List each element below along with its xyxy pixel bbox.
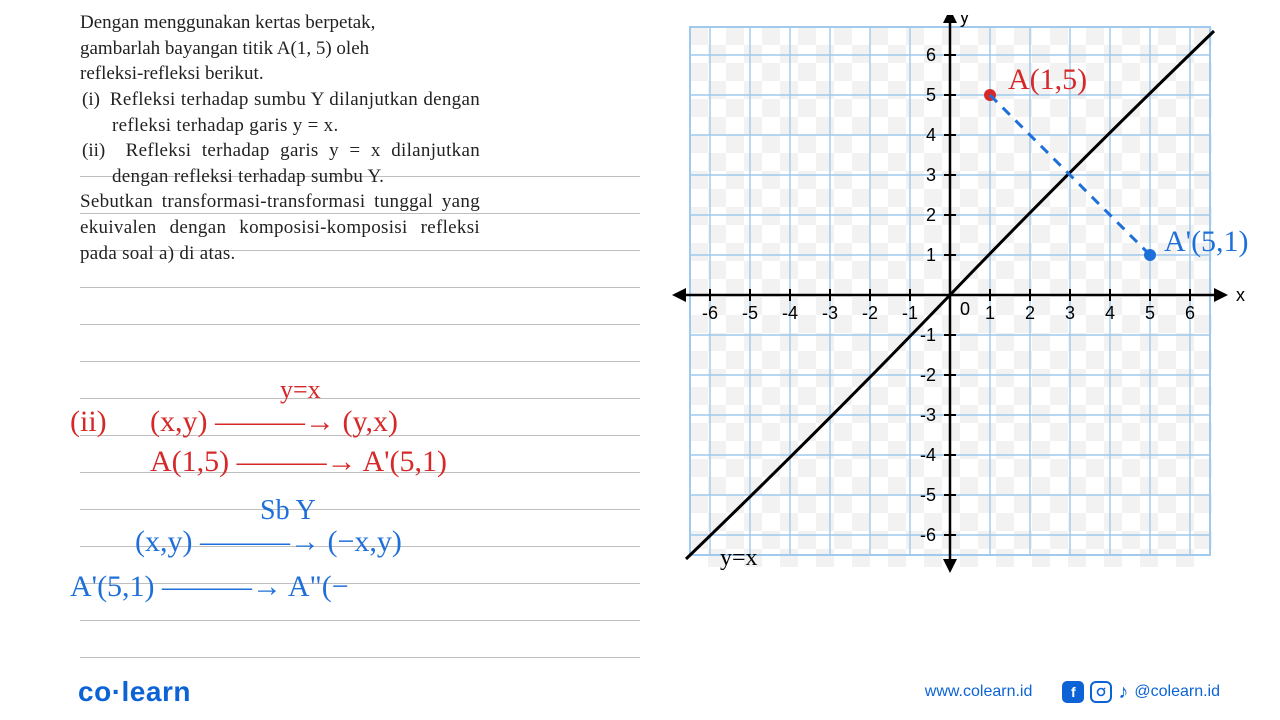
svg-text:-4: -4 (920, 445, 936, 465)
graph-wrap: -6 -6 -5 -5 -4 -4 -3 -3 -2 -2 -1-1 1 1 2 2 3 3 4 4 5 5 6 6 0 x y y… (670, 15, 1270, 600)
left-column: Dengan menggunakan kertas berpetak, gamb… (80, 10, 620, 660)
svg-text:-2: -2 (920, 365, 936, 385)
intro-line: refleksi-refleksi berikut. (80, 61, 480, 87)
right-column: -6-6-5-5-4-4-3-3-2-2-1-11122334455660xyy… (620, 10, 1240, 660)
svg-text:1: 1 (985, 303, 995, 323)
social-handle: @colearn.id (1134, 683, 1220, 701)
svg-text:3: 3 (1065, 303, 1075, 323)
logo-part-b: learn (122, 676, 191, 707)
page-root: Dengan menggunakan kertas berpetak, gamb… (0, 0, 1280, 720)
svg-text:-1: -1 (920, 325, 936, 345)
intro-line: Dengan menggunakan kertas berpetak, (80, 10, 480, 36)
problem-text: Dengan menggunakan kertas berpetak, gamb… (80, 10, 480, 266)
logo-part-a: co (78, 676, 112, 707)
svg-text:2: 2 (1025, 303, 1035, 323)
hw-rule1: (x,y) ———→ (y,x) (150, 405, 398, 439)
intro-line: gambarlah bayangan titik A(1, 5) oleh (80, 36, 480, 62)
svg-text:-6: -6 (702, 303, 718, 323)
item-text: Refleksi terhadap garis y = x dilanjutka… (112, 140, 480, 187)
item-num: (ii) (82, 140, 105, 161)
svg-text:3: 3 (926, 165, 936, 185)
hw-rule1-apply: A(1,5) ———→ A'(5,1) (150, 445, 447, 479)
hw-rule1-top: y=x (280, 375, 321, 405)
svg-text:-5: -5 (920, 485, 936, 505)
item-num: (i) (82, 89, 100, 110)
facebook-icon: f (1062, 681, 1084, 703)
svg-text:y: y (960, 15, 969, 27)
svg-text:4: 4 (1105, 303, 1115, 323)
footer-url: www.colearn.id (925, 683, 1033, 701)
svg-text:6: 6 (926, 45, 936, 65)
hw-rule2-apply: A'(5,1) ———→ A"(− (70, 570, 349, 604)
instagram-icon (1090, 681, 1112, 703)
svg-text:-5: -5 (742, 303, 758, 323)
svg-text:5: 5 (926, 85, 936, 105)
svg-text:2: 2 (926, 205, 936, 225)
brand-logo: co·learn (78, 676, 191, 708)
svg-text:A(1,5): A(1,5) (1008, 63, 1087, 96)
svg-text:y=x: y=x (720, 545, 758, 571)
svg-text:-3: -3 (920, 405, 936, 425)
item-i: (i) Refleksi terhadap sumbu Y dilanjutka… (80, 87, 480, 138)
hw-rule2-top: Sb Y (260, 495, 316, 527)
closing-text: Sebutkan transformasi-transformasi tungg… (80, 189, 480, 266)
svg-text:1: 1 (926, 245, 936, 265)
svg-text:-4: -4 (782, 303, 798, 323)
hw-step-label: (ii) (70, 405, 107, 439)
footer: co·learn www.colearn.id f ♪ @colearn.id (0, 676, 1280, 708)
svg-text:x: x (1236, 285, 1245, 305)
svg-text:-3: -3 (822, 303, 838, 323)
svg-text:-1: -1 (902, 303, 918, 323)
svg-text:4: 4 (926, 125, 936, 145)
svg-text:5: 5 (1145, 303, 1155, 323)
item-ii: (ii) Refleksi terhadap garis y = x dilan… (80, 138, 480, 189)
svg-text:6: 6 (1185, 303, 1195, 323)
tiktok-icon: ♪ (1118, 681, 1128, 704)
hw-rule2: (x,y) ———→ (−x,y) (135, 525, 402, 559)
svg-text:-2: -2 (862, 303, 878, 323)
svg-text:A'(5,1): A'(5,1) (1164, 225, 1249, 258)
svg-text:-6: -6 (920, 525, 936, 545)
coordinate-graph: -6 -6 -5 -5 -4 -4 -3 -3 -2 -2 -1-1 1 1 2 2 3 3 4 4 5 5 6 6 0 x y y… (670, 15, 1270, 595)
item-text: Refleksi terhadap sumbu Y dilanjutkan de… (110, 89, 480, 136)
social-block: f ♪ @colearn.id (1062, 681, 1220, 704)
svg-text:0: 0 (960, 299, 970, 319)
